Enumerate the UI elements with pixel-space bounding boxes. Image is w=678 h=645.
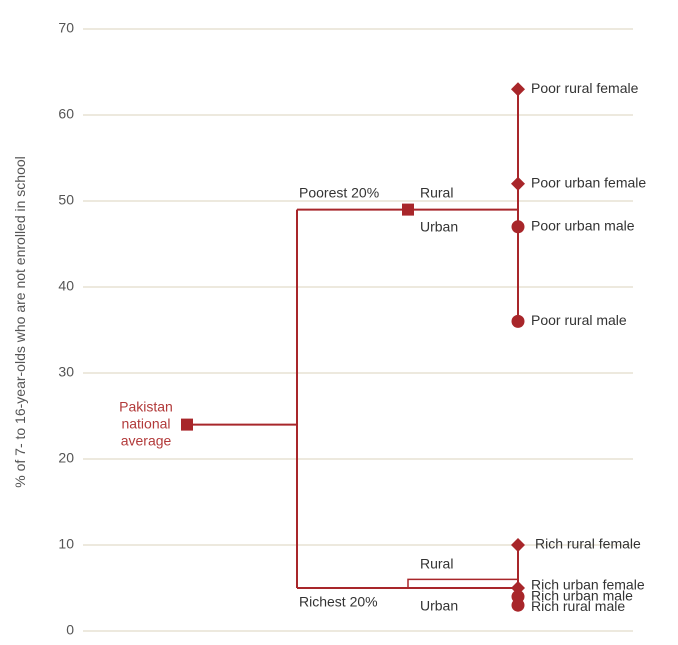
point-label: Poor rural female — [531, 80, 639, 96]
data-markers — [181, 82, 525, 612]
y-tick-label: 50 — [58, 192, 74, 208]
y-tick-label: 20 — [58, 450, 74, 466]
poorest-urban-label: Urban — [420, 218, 458, 234]
poorest-label: Poorest 20% — [299, 184, 379, 200]
national-average-marker — [181, 418, 193, 431]
point-label: Rich rural female — [535, 536, 641, 552]
y-tick-labels: 0 10 20 30 40 50 60 70 — [58, 20, 74, 638]
point-marker-diamond — [511, 176, 525, 191]
poorest-group-marker — [402, 203, 414, 216]
point-marker-circle — [511, 314, 525, 328]
richest-urban-label: Urban — [420, 598, 458, 614]
point-marker-circle — [511, 220, 525, 234]
poorest-rural-label: Rural — [420, 184, 453, 200]
y-axis-label: % of 7- to 16-year-olds who are not enro… — [12, 156, 28, 488]
national-average-label: average — [121, 432, 172, 448]
connector-lines — [187, 89, 519, 606]
point-label: Poor urban female — [531, 175, 646, 191]
point-label: Rich urban female — [531, 577, 645, 593]
y-tick-label: 40 — [58, 278, 74, 294]
y-tick-label: 60 — [58, 106, 74, 122]
point-label: Rich urban male — [531, 587, 633, 603]
point-label: Rich rural male — [531, 598, 625, 614]
national-average-label: national — [121, 415, 170, 431]
national-average-label: Pakistan — [119, 398, 173, 414]
point-marker-diamond — [511, 82, 525, 97]
point-marker-circle — [511, 598, 525, 612]
point-label: Poor urban male — [531, 218, 635, 234]
y-tick-label: 30 — [58, 364, 74, 380]
y-tick-label: 10 — [58, 536, 74, 552]
richest-label: Richest 20% — [299, 594, 378, 610]
point-marker-diamond — [511, 538, 525, 552]
richest-rural-connector — [407, 578, 518, 588]
y-tick-label: 70 — [58, 20, 74, 36]
gridlines — [83, 28, 633, 632]
point-label: Poor rural male — [531, 312, 627, 328]
richest-rural-label: Rural — [420, 556, 453, 572]
y-tick-label: 0 — [66, 622, 74, 638]
